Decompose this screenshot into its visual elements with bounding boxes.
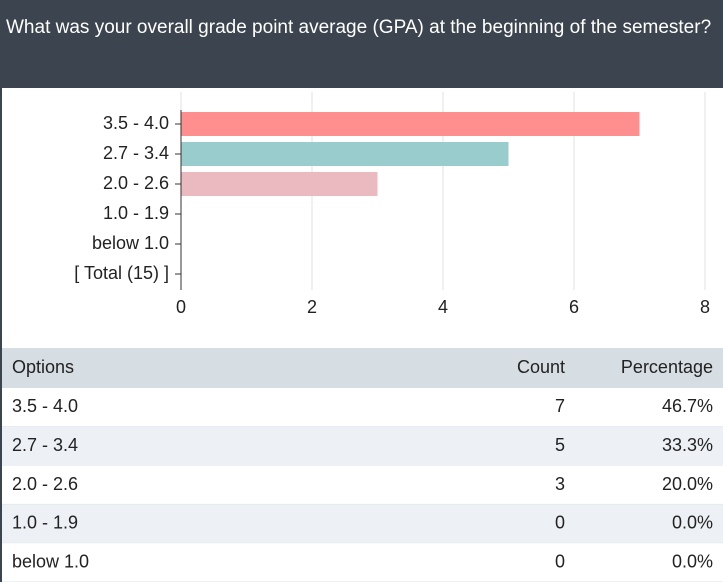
column-header: Percentage bbox=[621, 357, 713, 377]
table-cell: 2.0 - 2.6 bbox=[12, 474, 78, 494]
table-cell: 2.7 - 3.4 bbox=[12, 435, 78, 455]
table-header-bg bbox=[2, 348, 723, 388]
left-border bbox=[0, 0, 2, 582]
table-row-bg bbox=[2, 504, 723, 544]
column-header: Options bbox=[12, 357, 74, 377]
question-title: What was your overall grade point averag… bbox=[0, 0, 723, 88]
table-row-bg bbox=[2, 426, 723, 466]
table-cell: 0.0% bbox=[672, 551, 713, 571]
table-cell: 20.0% bbox=[662, 474, 713, 494]
table-cell: below 1.0 bbox=[12, 551, 89, 571]
x-tick-label: 0 bbox=[176, 297, 186, 317]
y-tick-label: 3.5 - 4.0 bbox=[103, 113, 169, 133]
y-tick-label: 2.0 - 2.6 bbox=[103, 173, 169, 193]
table-cell: 3.5 - 4.0 bbox=[12, 396, 78, 416]
column-header: Count bbox=[517, 357, 565, 377]
x-tick-label: 6 bbox=[569, 297, 579, 317]
table-cell: 7 bbox=[555, 396, 565, 416]
y-tick-label: 1.0 - 1.9 bbox=[103, 203, 169, 223]
bar bbox=[181, 172, 378, 196]
bar bbox=[181, 142, 509, 166]
table-cell: 46.7% bbox=[662, 396, 713, 416]
table-cell: 0 bbox=[555, 551, 565, 571]
x-tick-label: 4 bbox=[438, 297, 448, 317]
table-cell: 0 bbox=[555, 513, 565, 533]
table-cell: 33.3% bbox=[662, 435, 713, 455]
table-cell: 5 bbox=[555, 435, 565, 455]
x-tick-label: 8 bbox=[700, 297, 710, 317]
x-tick-label: 2 bbox=[307, 297, 317, 317]
y-tick-label: below 1.0 bbox=[92, 233, 169, 253]
table-row-bg bbox=[2, 388, 723, 427]
y-tick-label: [ Total (15) ] bbox=[74, 263, 169, 283]
table-cell: 0.0% bbox=[672, 513, 713, 533]
bar bbox=[181, 112, 640, 136]
table-cell: 1.0 - 1.9 bbox=[12, 513, 78, 533]
table-row-bg bbox=[2, 465, 723, 505]
y-tick-label: 2.7 - 3.4 bbox=[103, 143, 169, 163]
table-cell: 3 bbox=[555, 474, 565, 494]
table-row-bg bbox=[2, 543, 723, 582]
